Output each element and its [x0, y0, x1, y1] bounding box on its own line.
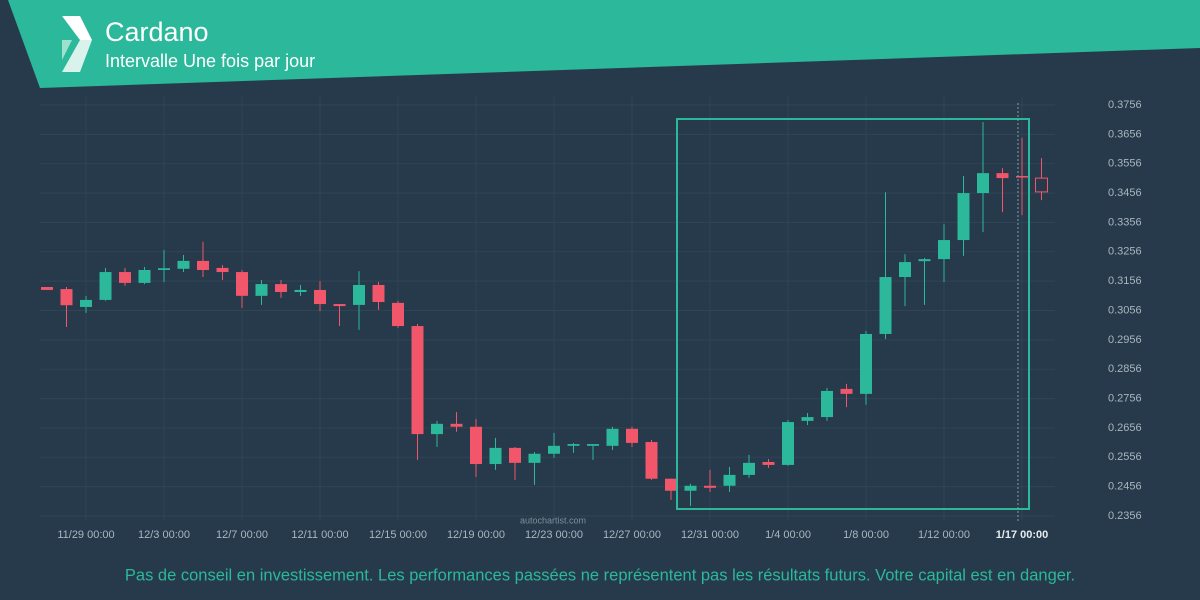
- candle-body: [411, 326, 424, 435]
- candle-body: [567, 444, 580, 446]
- candle-body: [996, 173, 1009, 179]
- x-tick-label: 1/17 00:00: [996, 529, 1049, 541]
- x-tick-label: 12/3 00:00: [138, 529, 190, 541]
- y-tick-label: 0.3656: [1108, 128, 1142, 140]
- candle-body: [236, 272, 248, 296]
- candle-body: [489, 447, 502, 465]
- candle-body: [879, 277, 892, 334]
- y-tick-label: 0.2456: [1108, 481, 1142, 493]
- candle-body: [80, 299, 92, 307]
- y-tick-label: 0.2556: [1108, 451, 1142, 463]
- candle-body: [977, 173, 989, 194]
- candle-body: [548, 445, 560, 454]
- candle-body: [762, 461, 775, 465]
- candle-body: [840, 388, 853, 394]
- candle-body: [645, 442, 658, 479]
- candle-body: [957, 193, 970, 241]
- candle-body: [275, 284, 287, 293]
- candle-body: [704, 485, 716, 488]
- x-tick-label: 12/27 00:00: [603, 529, 661, 541]
- y-tick-label: 0.3156: [1108, 275, 1142, 287]
- candle-body: [41, 287, 53, 290]
- candle-body: [626, 428, 638, 443]
- candle-body: [470, 426, 482, 465]
- y-tick-label: 0.3456: [1108, 187, 1142, 199]
- x-tick-label: 1/12 00:00: [918, 529, 970, 541]
- y-tick-label: 0.2856: [1108, 363, 1142, 375]
- candle-body: [1016, 176, 1028, 178]
- x-tick-label: 1/8 00:00: [843, 529, 889, 541]
- candle-body: [392, 302, 404, 327]
- candle-body: [216, 267, 229, 273]
- candle-body: [450, 423, 463, 427]
- x-tick-label: 12/31 00:00: [681, 529, 739, 541]
- watermark: autochartist.com: [520, 515, 586, 525]
- candle-body: [372, 284, 385, 302]
- candle-body: [431, 423, 443, 435]
- candle-body: [314, 289, 326, 305]
- y-tick-label: 0.3356: [1108, 216, 1142, 228]
- y-tick-label: 0.3756: [1108, 99, 1142, 111]
- y-tick-label: 0.2956: [1108, 334, 1142, 346]
- candle-body: [158, 268, 170, 270]
- subtitle: Intervalle Une fois par jour: [105, 51, 315, 71]
- plot-area: 0.2356 0.2456 0.2556 0.2656 0.2756 0.2856 0.29…: [40, 97, 1142, 541]
- candle-body: [801, 417, 814, 421]
- y-tick-label: 0.2656: [1108, 422, 1142, 434]
- candle-body: [99, 272, 112, 300]
- title: Cardano: [105, 17, 209, 47]
- candle-body: [197, 260, 209, 270]
- candle-body: [333, 304, 346, 307]
- x-tick-label: 12/11 00:00: [291, 529, 348, 541]
- x-tick-label: 11/29 00:00: [57, 529, 114, 541]
- x-tick-label: 12/23 00:00: [525, 529, 583, 541]
- candle-body: [665, 478, 677, 491]
- candle-body: [743, 462, 755, 475]
- candle-body: [899, 262, 911, 278]
- candle-body: [606, 428, 619, 446]
- candle-body: [684, 485, 697, 491]
- candle-body: [60, 289, 73, 306]
- y-tick-label: 0.2356: [1108, 510, 1142, 522]
- y-tick-label: 0.3556: [1108, 158, 1142, 170]
- candle-body: [177, 260, 190, 269]
- x-tick-label: 12/7 00:00: [216, 529, 268, 541]
- candle-body: [119, 272, 131, 283]
- x-tick-label: 1/4 00:00: [765, 529, 811, 541]
- candle-body: [821, 390, 833, 418]
- candle-body: [587, 444, 599, 446]
- x-tick-label: 12/15 00:00: [369, 529, 427, 541]
- candle-body: [294, 289, 307, 293]
- y-tick-label: 0.3056: [1108, 304, 1142, 316]
- pattern-box: [676, 118, 1030, 510]
- candle-body: [353, 284, 365, 305]
- candle-body: [860, 333, 872, 394]
- x-tick-label: 12/19 00:00: [447, 529, 505, 541]
- candle-body: [723, 474, 736, 486]
- candle-body: [918, 259, 931, 262]
- candle-body: [255, 284, 268, 296]
- candle-body: [509, 447, 521, 463]
- disclaimer: Pas de conseil en investissement. Les pe…: [125, 566, 1075, 584]
- candle-body: [782, 422, 794, 465]
- candle-body: [1035, 177, 1048, 193]
- candle-body: [938, 240, 950, 260]
- logo: [62, 16, 92, 72]
- y-tick-label: 0.2756: [1108, 392, 1142, 404]
- candle-body: [528, 453, 541, 463]
- candle-body: [138, 269, 151, 283]
- header-banner: [8, 0, 1200, 88]
- y-tick-label: 0.3256: [1108, 246, 1142, 258]
